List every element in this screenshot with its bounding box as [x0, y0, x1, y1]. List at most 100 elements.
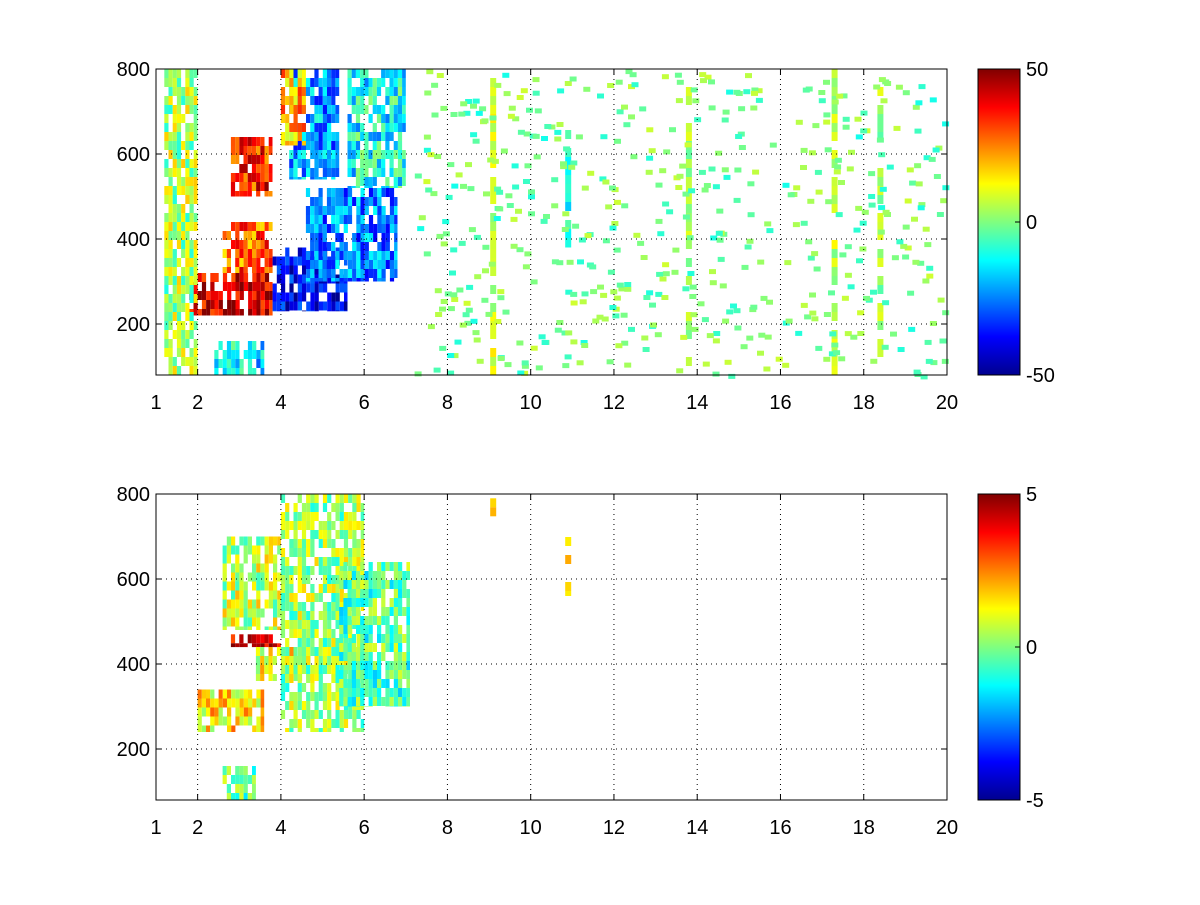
heatmap-cell: [364, 242, 369, 251]
heatmap-cell: [310, 566, 315, 575]
heatmap-cell: [877, 348, 884, 357]
heatmap-cell: [364, 661, 369, 670]
heatmap-cell: [339, 530, 344, 539]
heatmap-cell: [231, 572, 236, 582]
heatmap-cell: [327, 584, 332, 593]
heatmap-cell: [565, 202, 572, 211]
heatmap-cell: [331, 575, 336, 584]
heatmap-cell: [293, 629, 298, 638]
heatmap-cell: [314, 233, 319, 242]
heatmap-cell: [176, 186, 182, 195]
heatmap-cell: [239, 368, 244, 375]
heatmap-cell: [248, 291, 253, 300]
heatmap-cell: [389, 598, 394, 607]
heatmap-cell: [335, 78, 340, 87]
heatmap-cell: [834, 164, 842, 170]
heatmap-cell: [256, 716, 261, 726]
heatmap-cell: [260, 359, 265, 368]
heatmap-cell: [685, 258, 692, 267]
heatmap-cell: [227, 282, 232, 291]
heatmap-cell: [562, 211, 570, 217]
heatmap-cell: [339, 301, 344, 311]
heatmap-cell: [318, 123, 323, 132]
heatmap-cell: [523, 131, 531, 137]
heatmap-cell: [352, 251, 357, 260]
heatmap-cell: [389, 105, 394, 114]
heatmap-cell: [343, 539, 349, 548]
heatmap-cell: [193, 87, 198, 96]
heatmap-cell: [305, 278, 311, 282]
heatmap-cell: [285, 647, 290, 656]
heatmap-cell: [239, 164, 244, 173]
heatmap-cell: [168, 249, 173, 258]
heatmap-cell: [193, 168, 198, 177]
heatmap-cell: [280, 575, 286, 584]
heatmap-cell: [185, 330, 190, 339]
heatmap-cell: [235, 626, 240, 630]
heatmap-cell: [377, 188, 382, 197]
heatmap-cell: [318, 150, 323, 159]
heatmap-cell: [394, 269, 398, 278]
heatmap-cell: [530, 345, 538, 351]
heatmap-cell: [280, 647, 286, 656]
heatmap-cell: [235, 267, 240, 273]
heatmap-cell: [360, 706, 365, 707]
heatmap-cell: [214, 716, 219, 726]
heatmap-cell: [327, 656, 332, 665]
heatmap-cell: [193, 195, 198, 204]
heatmap-cell: [235, 146, 240, 155]
heatmap-cell: [490, 267, 497, 276]
heatmap-cell: [293, 78, 298, 87]
heatmap-cell: [942, 185, 950, 191]
heatmap-cell: [301, 575, 307, 584]
heatmap-cell: [877, 87, 884, 96]
heatmap-cell: [655, 291, 663, 297]
heatmap-cell: [248, 309, 253, 316]
heatmap-cell: [293, 692, 298, 701]
heatmap-cell: [352, 260, 357, 269]
heatmap-cell: [331, 114, 336, 123]
heatmap-cell: [235, 309, 240, 316]
heatmap-cell: [193, 258, 198, 267]
heatmap-cell: [628, 114, 635, 120]
heatmap-cell: [925, 358, 933, 364]
heatmap-cell: [831, 150, 838, 159]
heatmap-cell: [314, 96, 319, 105]
heatmap-cell: [176, 285, 182, 294]
heatmap-cell: [389, 87, 394, 96]
heatmap-cell: [256, 309, 261, 316]
heatmap-cell: [335, 494, 340, 503]
heatmap-cell: [347, 571, 352, 580]
heatmap-cell: [394, 242, 398, 251]
heatmap-cell: [293, 114, 298, 123]
heatmap-cell: [540, 218, 548, 224]
heatmap-cell: [302, 274, 307, 284]
heatmap-cell: [417, 226, 425, 232]
heatmap-cell: [385, 643, 390, 652]
heatmap-cell: [657, 231, 665, 237]
heatmap-cell: [306, 611, 311, 620]
heatmap-cell: [314, 503, 319, 512]
heatmap-cell: [376, 114, 382, 123]
heatmap-cell: [168, 294, 173, 303]
heatmap-cell: [352, 728, 357, 732]
heatmap-cell: [210, 725, 215, 732]
heatmap-cell: [289, 69, 294, 78]
heatmap-cell: [343, 215, 348, 224]
x-tick-label: 4: [275, 817, 286, 839]
heatmap-cell: [226, 267, 231, 273]
heatmap-cell: [318, 105, 323, 114]
heatmap-cell: [297, 141, 302, 150]
heatmap-cell: [301, 530, 307, 539]
heatmap-cell: [343, 625, 348, 634]
heatmap-cell: [322, 123, 327, 132]
heatmap-cell: [763, 366, 771, 372]
heatmap-cell: [185, 195, 190, 204]
heatmap-cell: [347, 269, 353, 278]
heatmap-cell: [322, 539, 328, 548]
heatmap-cell: [335, 710, 340, 719]
heatmap-cell: [231, 698, 236, 708]
heatmap-cell: [841, 295, 849, 301]
heatmap-cell: [807, 198, 815, 204]
heatmap-cell: [227, 725, 232, 732]
